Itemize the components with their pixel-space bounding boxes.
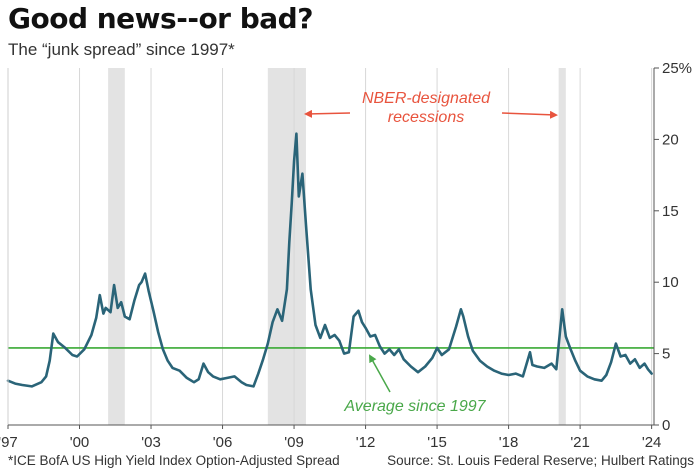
recession-band-2 xyxy=(267,68,306,425)
chart-title: Good news--or bad? xyxy=(8,2,313,35)
recession-annotation-line-2: recessions xyxy=(388,109,464,126)
x-tick-label: '09 xyxy=(284,434,304,451)
series-line-junk-spread xyxy=(6,132,653,388)
recession-band-3 xyxy=(558,68,566,425)
x-tick-label: '03 xyxy=(141,434,161,451)
recession-annotation-line-1: NBER-designated xyxy=(362,90,491,107)
footnote: *ICE BofA US High Yield Index Option-Adj… xyxy=(8,453,340,468)
x-tick-label: '15 xyxy=(427,434,447,451)
y-tick-label: 25% xyxy=(662,60,692,77)
x-tick-label: '21 xyxy=(570,434,590,451)
x-tick-label: '06 xyxy=(213,434,233,451)
chart-subtitle: The “junk spread” since 1997* xyxy=(8,40,235,59)
y-tick-label: 15 xyxy=(662,203,679,220)
x-tick-label: '12 xyxy=(356,434,376,451)
average-annotation: Average since 1997 xyxy=(343,398,486,415)
series-layer xyxy=(6,132,654,388)
recession-arrow-left xyxy=(304,109,351,118)
annotations: NBER-designated recessions Average since… xyxy=(304,90,558,415)
axes: '97 '00 '03 '06 '09 '12 '15 '18 '21 '240 5 10 15 20 25… xyxy=(0,60,692,451)
source-note: Source: St. Louis Federal Reserve; Hulbe… xyxy=(387,453,694,468)
average-arrow xyxy=(369,354,391,393)
y-tick-label: 0 xyxy=(662,417,670,434)
y-tick-label: 20 xyxy=(662,131,679,148)
x-tick-label: '00 xyxy=(70,434,90,451)
y-tick-label: 10 xyxy=(662,274,679,291)
y-tick-label: 5 xyxy=(662,346,670,363)
x-tick-label: '97 xyxy=(0,434,18,451)
gridlines xyxy=(79,68,653,425)
recession-arrow-right xyxy=(501,110,558,119)
recession-band-1 xyxy=(108,68,125,425)
recession-bands xyxy=(108,68,566,425)
x-tick-label: '24 xyxy=(642,434,662,451)
x-tick-label: '18 xyxy=(499,434,519,451)
